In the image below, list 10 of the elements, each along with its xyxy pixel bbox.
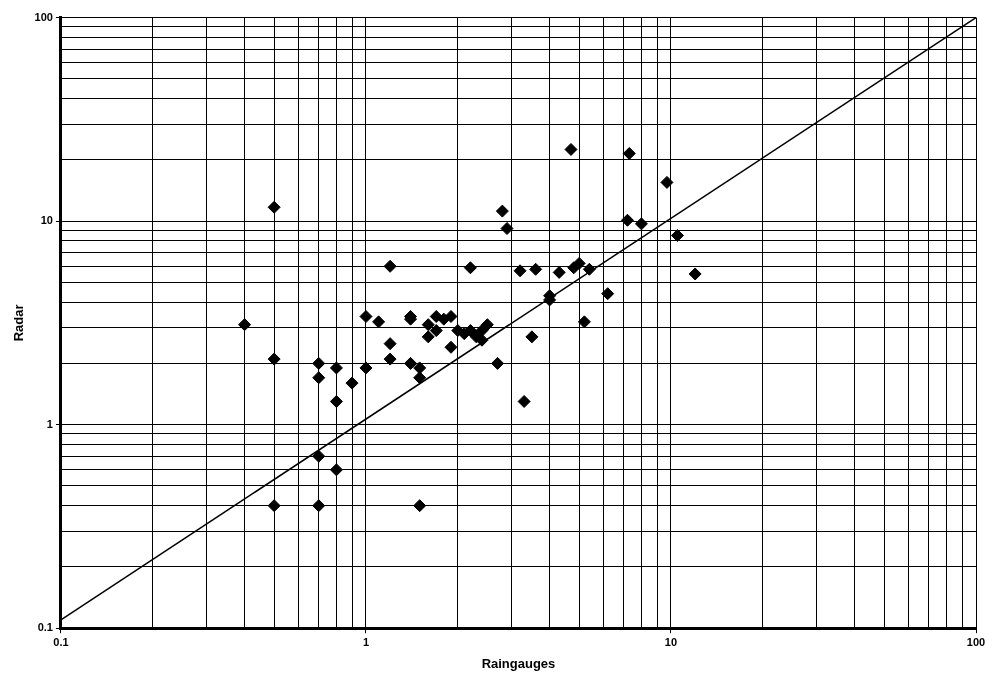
y-tick-label: 0.1 xyxy=(37,621,53,634)
y-axis-title: Radar xyxy=(11,304,27,342)
y-tick-label: 1 xyxy=(46,417,53,430)
x-tick-label: 1 xyxy=(362,635,370,648)
y-tick-label: 100 xyxy=(34,10,53,23)
x-tick-label: 100 xyxy=(966,635,986,648)
x-axis-title: Raingauges xyxy=(481,655,556,671)
y-tick-label: 10 xyxy=(40,214,53,227)
x-tick-label: 10 xyxy=(664,635,678,648)
x-tick-label: 0.1 xyxy=(53,635,69,648)
